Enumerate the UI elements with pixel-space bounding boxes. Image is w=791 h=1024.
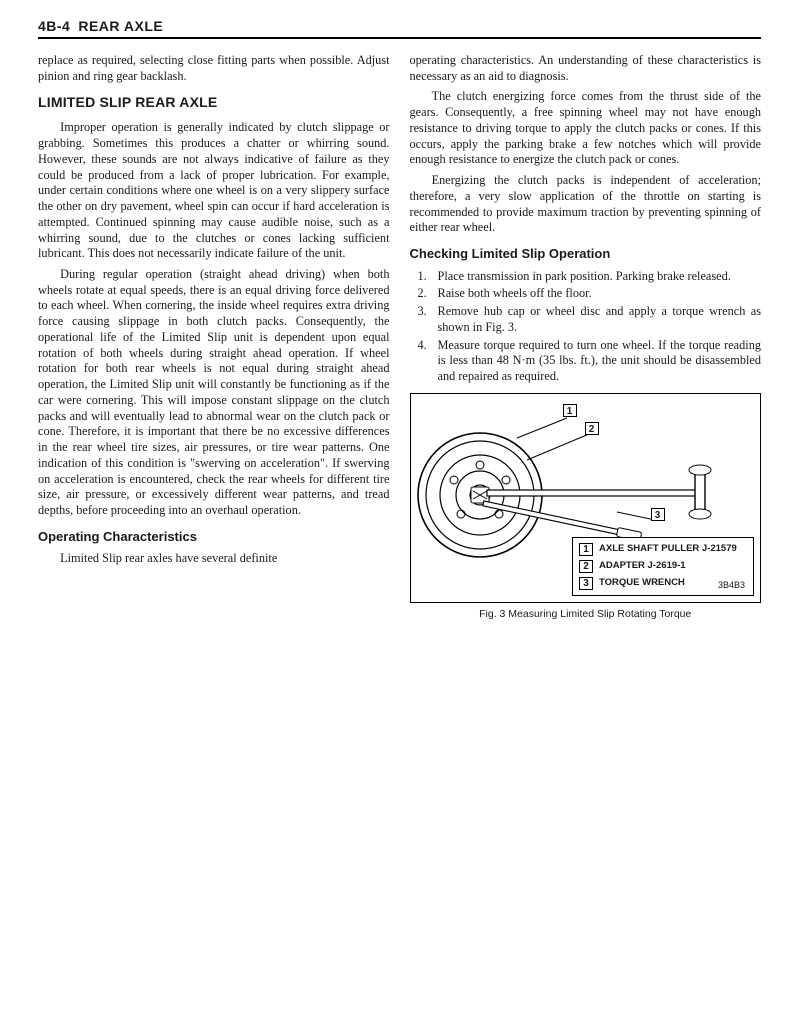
step-item: 1.Place transmission in park position. P… bbox=[410, 269, 762, 285]
figure-3: 1 2 3 1 AXLE SHAFT PULLER J-21579 2 ADAP… bbox=[410, 393, 762, 603]
para: operating characteristics. An understand… bbox=[410, 53, 762, 84]
para: Limited Slip rear axles have several def… bbox=[38, 551, 390, 567]
heading-limited-slip: LIMITED SLIP REAR AXLE bbox=[38, 94, 390, 112]
heading-operating-characteristics: Operating Characteristics bbox=[38, 529, 390, 546]
para: replace as required, selecting close fit… bbox=[38, 53, 390, 84]
left-column: replace as required, selecting close fit… bbox=[38, 53, 390, 621]
para: Improper operation is generally indicate… bbox=[38, 120, 390, 262]
legend-row: 1 AXLE SHAFT PULLER J-21579 bbox=[579, 543, 747, 556]
figure-legend: 1 AXLE SHAFT PULLER J-21579 2 ADAPTER J-… bbox=[572, 537, 754, 596]
legend-label: TORQUE WRENCH bbox=[599, 577, 685, 589]
figure-caption: Fig. 3 Measuring Limited Slip Rotating T… bbox=[410, 608, 762, 621]
para: Energizing the clutch packs is independe… bbox=[410, 173, 762, 236]
section-title: REAR AXLE bbox=[78, 18, 163, 34]
heading-checking-limited-slip: Checking Limited Slip Operation bbox=[410, 246, 762, 263]
legend-label: ADAPTER J-2619-1 bbox=[599, 560, 686, 572]
content-columns: replace as required, selecting close fit… bbox=[38, 53, 761, 621]
right-column: operating characteristics. An understand… bbox=[410, 53, 762, 621]
figure-code: 3B4B3 bbox=[718, 580, 745, 592]
callout-3: 3 bbox=[651, 508, 665, 521]
callout-2: 2 bbox=[585, 422, 599, 435]
step-item: 3.Remove hub cap or wheel disc and apply… bbox=[410, 304, 762, 335]
step-item: 2.Raise both wheels off the floor. bbox=[410, 286, 762, 302]
steps-list: 1.Place transmission in park position. P… bbox=[410, 269, 762, 385]
para: During regular operation (straight ahead… bbox=[38, 267, 390, 519]
callout-1: 1 bbox=[563, 404, 577, 417]
page-header: 4B-4 REAR AXLE bbox=[38, 18, 761, 39]
para: The clutch energizing force comes from t… bbox=[410, 89, 762, 168]
step-item: 4.Measure torque required to turn one wh… bbox=[410, 338, 762, 385]
legend-label: AXLE SHAFT PULLER J-21579 bbox=[599, 543, 737, 555]
page-number: 4B-4 bbox=[38, 18, 70, 34]
legend-row: 2 ADAPTER J-2619-1 bbox=[579, 560, 747, 573]
